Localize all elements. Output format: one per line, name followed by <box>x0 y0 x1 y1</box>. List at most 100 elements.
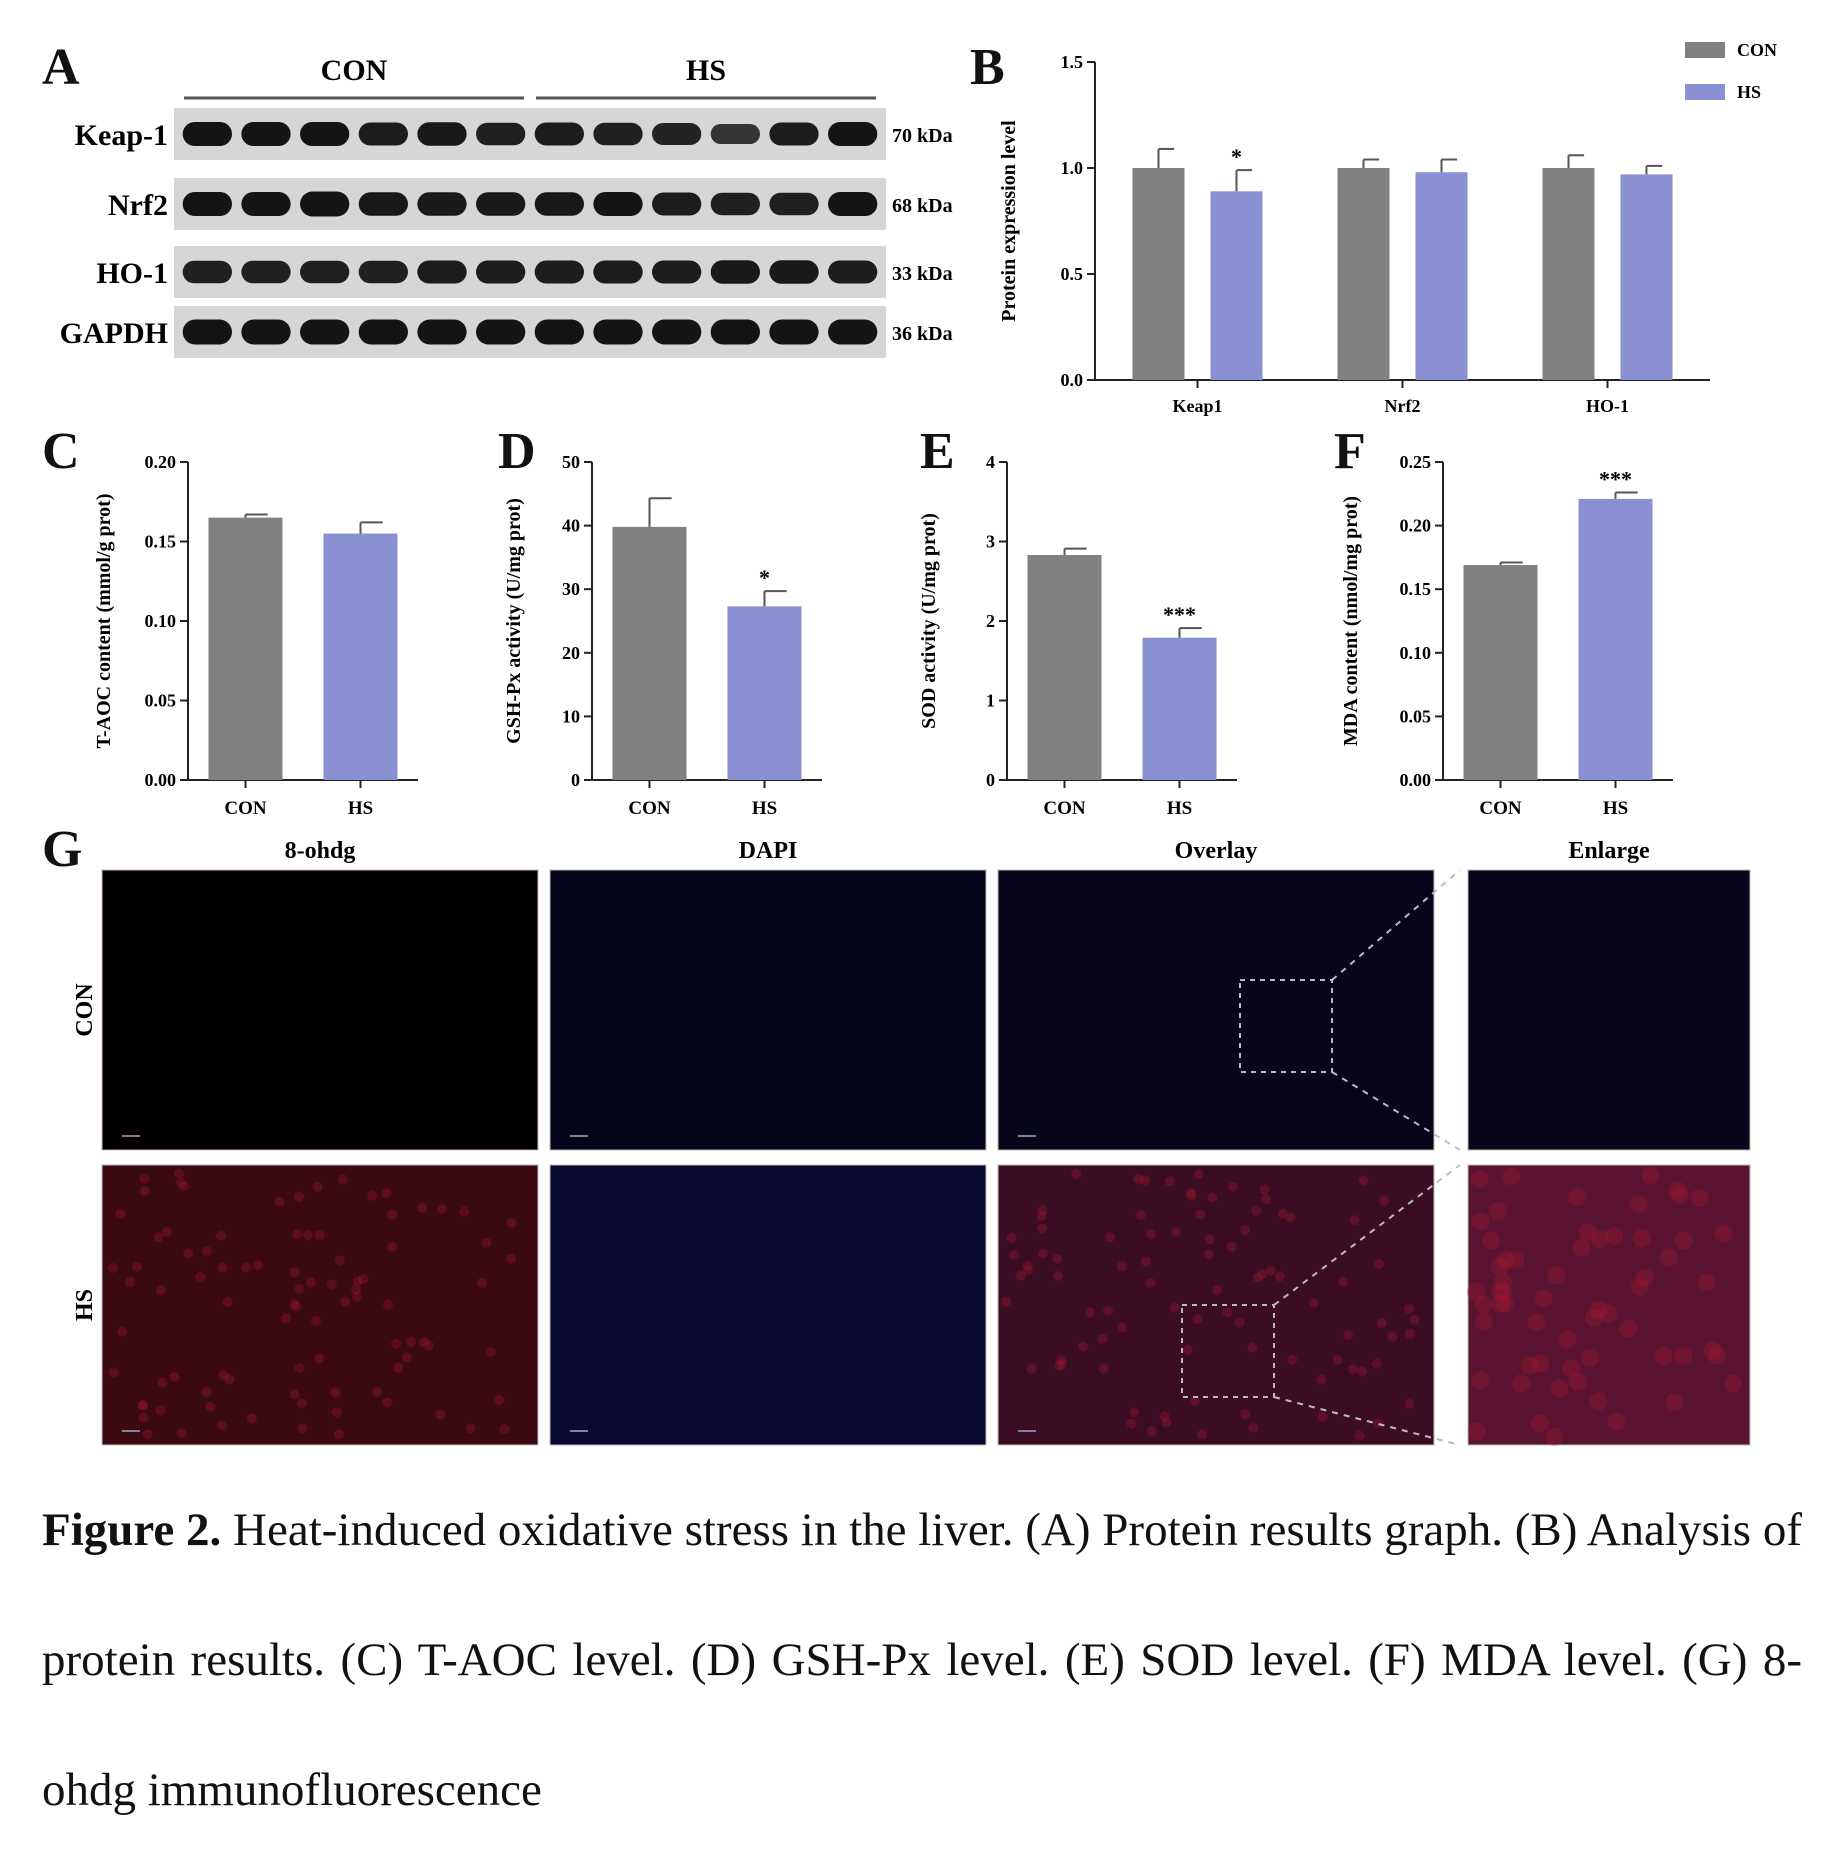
blot-band <box>241 260 291 284</box>
legend-swatch <box>1685 84 1725 100</box>
if-speckle <box>330 1387 341 1398</box>
if-speckle <box>157 1377 168 1388</box>
if-speckle <box>1635 1268 1654 1287</box>
if-speckle <box>1527 1313 1546 1332</box>
blot-band <box>652 192 702 216</box>
if-speckle <box>1605 1227 1624 1246</box>
blot-membrane <box>174 178 886 230</box>
blot-band <box>710 319 760 345</box>
if-speckle <box>331 1407 342 1418</box>
if-speckle <box>1317 1412 1328 1423</box>
blot-band <box>300 122 350 146</box>
if-speckle <box>1714 1224 1733 1243</box>
if-speckle <box>1182 1345 1193 1356</box>
y-tick-label: 0 <box>571 770 580 790</box>
if-speckle <box>1135 1210 1146 1221</box>
if-speckle <box>352 1276 363 1287</box>
if-speckle <box>139 1173 150 1184</box>
if-speckle <box>1098 1363 1109 1374</box>
if-speckle <box>1547 1265 1566 1284</box>
significance-marker: *** <box>1163 602 1196 627</box>
y-tick-label: 4 <box>986 452 995 472</box>
if-speckle <box>1470 1170 1489 1189</box>
bar <box>1142 637 1217 780</box>
if-speckle <box>367 1190 378 1201</box>
if-speckle <box>115 1208 126 1219</box>
blot-band <box>593 260 643 284</box>
y-tick-label: 1.5 <box>1061 52 1084 72</box>
if-speckle <box>1261 1194 1272 1205</box>
y-axis-label: MDA content (nmol/mg prot) <box>1340 496 1362 746</box>
blot-band <box>241 122 291 146</box>
if-speckle <box>1285 1212 1296 1223</box>
if-speckle <box>1036 1211 1047 1222</box>
blot-band <box>417 319 467 345</box>
if-speckle <box>155 1285 166 1296</box>
blot-band <box>710 192 760 216</box>
kda-label: 68 kDa <box>892 195 953 217</box>
if-speckle <box>1665 1393 1684 1412</box>
if-speckle <box>1387 1331 1398 1342</box>
if-speckle <box>1211 1285 1222 1296</box>
if-speckle <box>1474 1312 1493 1331</box>
if-speckle <box>1026 1363 1037 1374</box>
if-image <box>1467 1164 1751 1446</box>
if-speckle <box>1006 1232 1017 1243</box>
if-speckle <box>1632 1229 1651 1248</box>
if-speckle <box>289 1389 300 1400</box>
if-speckle <box>1471 1371 1490 1390</box>
if-speckle <box>281 1313 292 1324</box>
if-speckle <box>382 1397 393 1408</box>
protein-label: Nrf2 <box>108 189 168 222</box>
y-tick-label: 0.00 <box>1400 770 1432 790</box>
if-speckle <box>274 1196 285 1207</box>
if-speckle <box>246 1413 257 1424</box>
if-speckle <box>1354 1430 1365 1441</box>
if-speckle <box>137 1400 148 1411</box>
if-column-label: 8-ohdg <box>285 838 356 864</box>
if-speckle <box>417 1202 428 1213</box>
figure-caption-text: Heat-induced oxidative stress in the liv… <box>42 1504 1802 1816</box>
if-speckle <box>296 1398 307 1409</box>
blot-band <box>593 122 643 146</box>
x-tick-label: HO-1 <box>1586 396 1629 416</box>
blot-band <box>769 260 819 284</box>
blot-band <box>417 260 467 284</box>
if-speckle <box>1374 1258 1385 1269</box>
if-speckle <box>1141 1256 1152 1267</box>
panel-label-d: D <box>498 423 536 480</box>
if-speckle <box>1037 1223 1048 1234</box>
if-speckle <box>1404 1398 1415 1409</box>
panel-label-f: F <box>1334 423 1366 480</box>
if-column-label: DAPI <box>739 838 798 864</box>
if-speckle <box>390 1338 401 1349</box>
if-speckle <box>326 1279 337 1290</box>
if-speckle <box>1467 1282 1486 1301</box>
if-speckle <box>1590 1230 1609 1249</box>
if-speckle <box>1490 1257 1509 1276</box>
if-speckle <box>1186 1190 1197 1201</box>
if-speckle <box>312 1181 323 1192</box>
if-speckle <box>406 1336 417 1347</box>
if-speckle <box>224 1374 235 1385</box>
if-speckle <box>1654 1347 1673 1366</box>
bar <box>1415 172 1468 380</box>
if-speckle <box>1001 1296 1012 1307</box>
bar <box>1542 168 1595 380</box>
if-speckle <box>485 1346 496 1357</box>
if-speckle <box>1161 1417 1172 1428</box>
if-speckle <box>465 1423 476 1434</box>
if-speckle <box>333 1429 344 1440</box>
if-speckle <box>108 1367 119 1378</box>
if-speckle <box>240 1262 251 1273</box>
chart-t-aoc: 0.00 0.05 0.10 0.15 0.20 T-AOC content (mmol/… <box>93 452 418 819</box>
legend-label: CON <box>1737 40 1777 60</box>
western-blot: CON HS Keap-1 70 kDa Nrf2 68 kDa HO-1 33 kDa GAP… <box>60 54 953 358</box>
if-speckle <box>125 1276 136 1287</box>
if-speckle <box>1723 1374 1742 1393</box>
if-speckle <box>1599 1304 1618 1323</box>
blot-band <box>358 260 408 284</box>
if-speckle <box>291 1301 302 1312</box>
if-speckle <box>1502 1167 1521 1186</box>
if-speckle <box>1589 1300 1608 1319</box>
